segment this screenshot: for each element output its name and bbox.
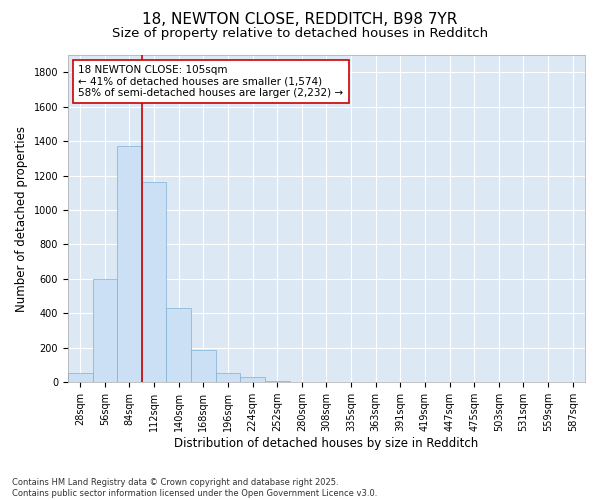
Bar xyxy=(166,308,191,382)
Bar xyxy=(68,373,92,382)
Bar xyxy=(142,182,166,382)
Text: 18, NEWTON CLOSE, REDDITCH, B98 7YR: 18, NEWTON CLOSE, REDDITCH, B98 7YR xyxy=(142,12,458,28)
Text: 18 NEWTON CLOSE: 105sqm
← 41% of detached houses are smaller (1,574)
58% of semi: 18 NEWTON CLOSE: 105sqm ← 41% of detache… xyxy=(78,65,343,98)
X-axis label: Distribution of detached houses by size in Redditch: Distribution of detached houses by size … xyxy=(175,437,479,450)
Bar xyxy=(191,350,215,382)
Bar xyxy=(265,380,290,382)
Bar xyxy=(240,377,265,382)
Bar xyxy=(92,279,117,382)
Bar xyxy=(215,373,240,382)
Bar xyxy=(117,146,142,382)
Text: Size of property relative to detached houses in Redditch: Size of property relative to detached ho… xyxy=(112,28,488,40)
Y-axis label: Number of detached properties: Number of detached properties xyxy=(15,126,28,312)
Text: Contains HM Land Registry data © Crown copyright and database right 2025.
Contai: Contains HM Land Registry data © Crown c… xyxy=(12,478,377,498)
